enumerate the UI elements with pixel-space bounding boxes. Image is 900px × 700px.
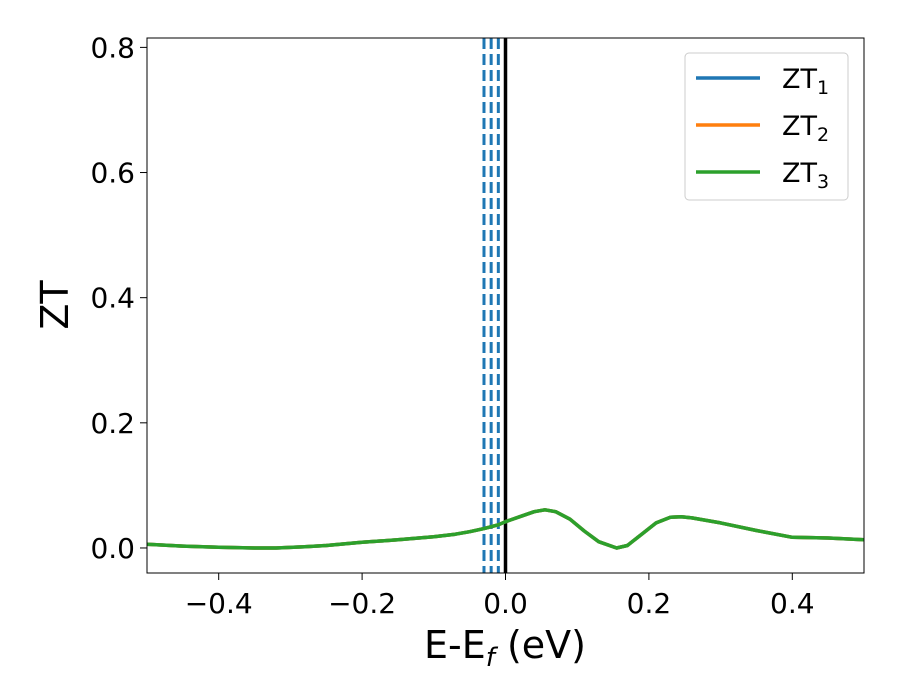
legend-label-1: ZT1 bbox=[782, 64, 829, 99]
y-axis-label: ZT bbox=[33, 280, 77, 330]
x-tick-label: 0.0 bbox=[483, 587, 528, 620]
legend-label-3: ZT3 bbox=[782, 158, 829, 193]
y-tick-label: 0.4 bbox=[90, 282, 135, 315]
y-tick-label: 0.2 bbox=[90, 407, 135, 440]
x-tick-label: −0.4 bbox=[185, 587, 253, 620]
legend-box bbox=[684, 52, 849, 201]
x-axis-label: E-Ef (eV) bbox=[424, 623, 586, 673]
series-line-3 bbox=[147, 508, 864, 550]
x-tick-label: 0.4 bbox=[770, 587, 815, 620]
x-axis-label-unit: (eV) bbox=[495, 623, 586, 667]
y-tick-label: 0.6 bbox=[90, 157, 135, 190]
y-tick-label: 0.8 bbox=[90, 31, 135, 64]
legend: ZT1 ZT2 ZT3 bbox=[684, 52, 849, 201]
x-tick-label: −0.2 bbox=[328, 587, 396, 620]
y-tick-label: 0.0 bbox=[90, 532, 135, 565]
x-tick-label: 0.2 bbox=[627, 587, 672, 620]
legend-label-2: ZT2 bbox=[782, 111, 829, 146]
